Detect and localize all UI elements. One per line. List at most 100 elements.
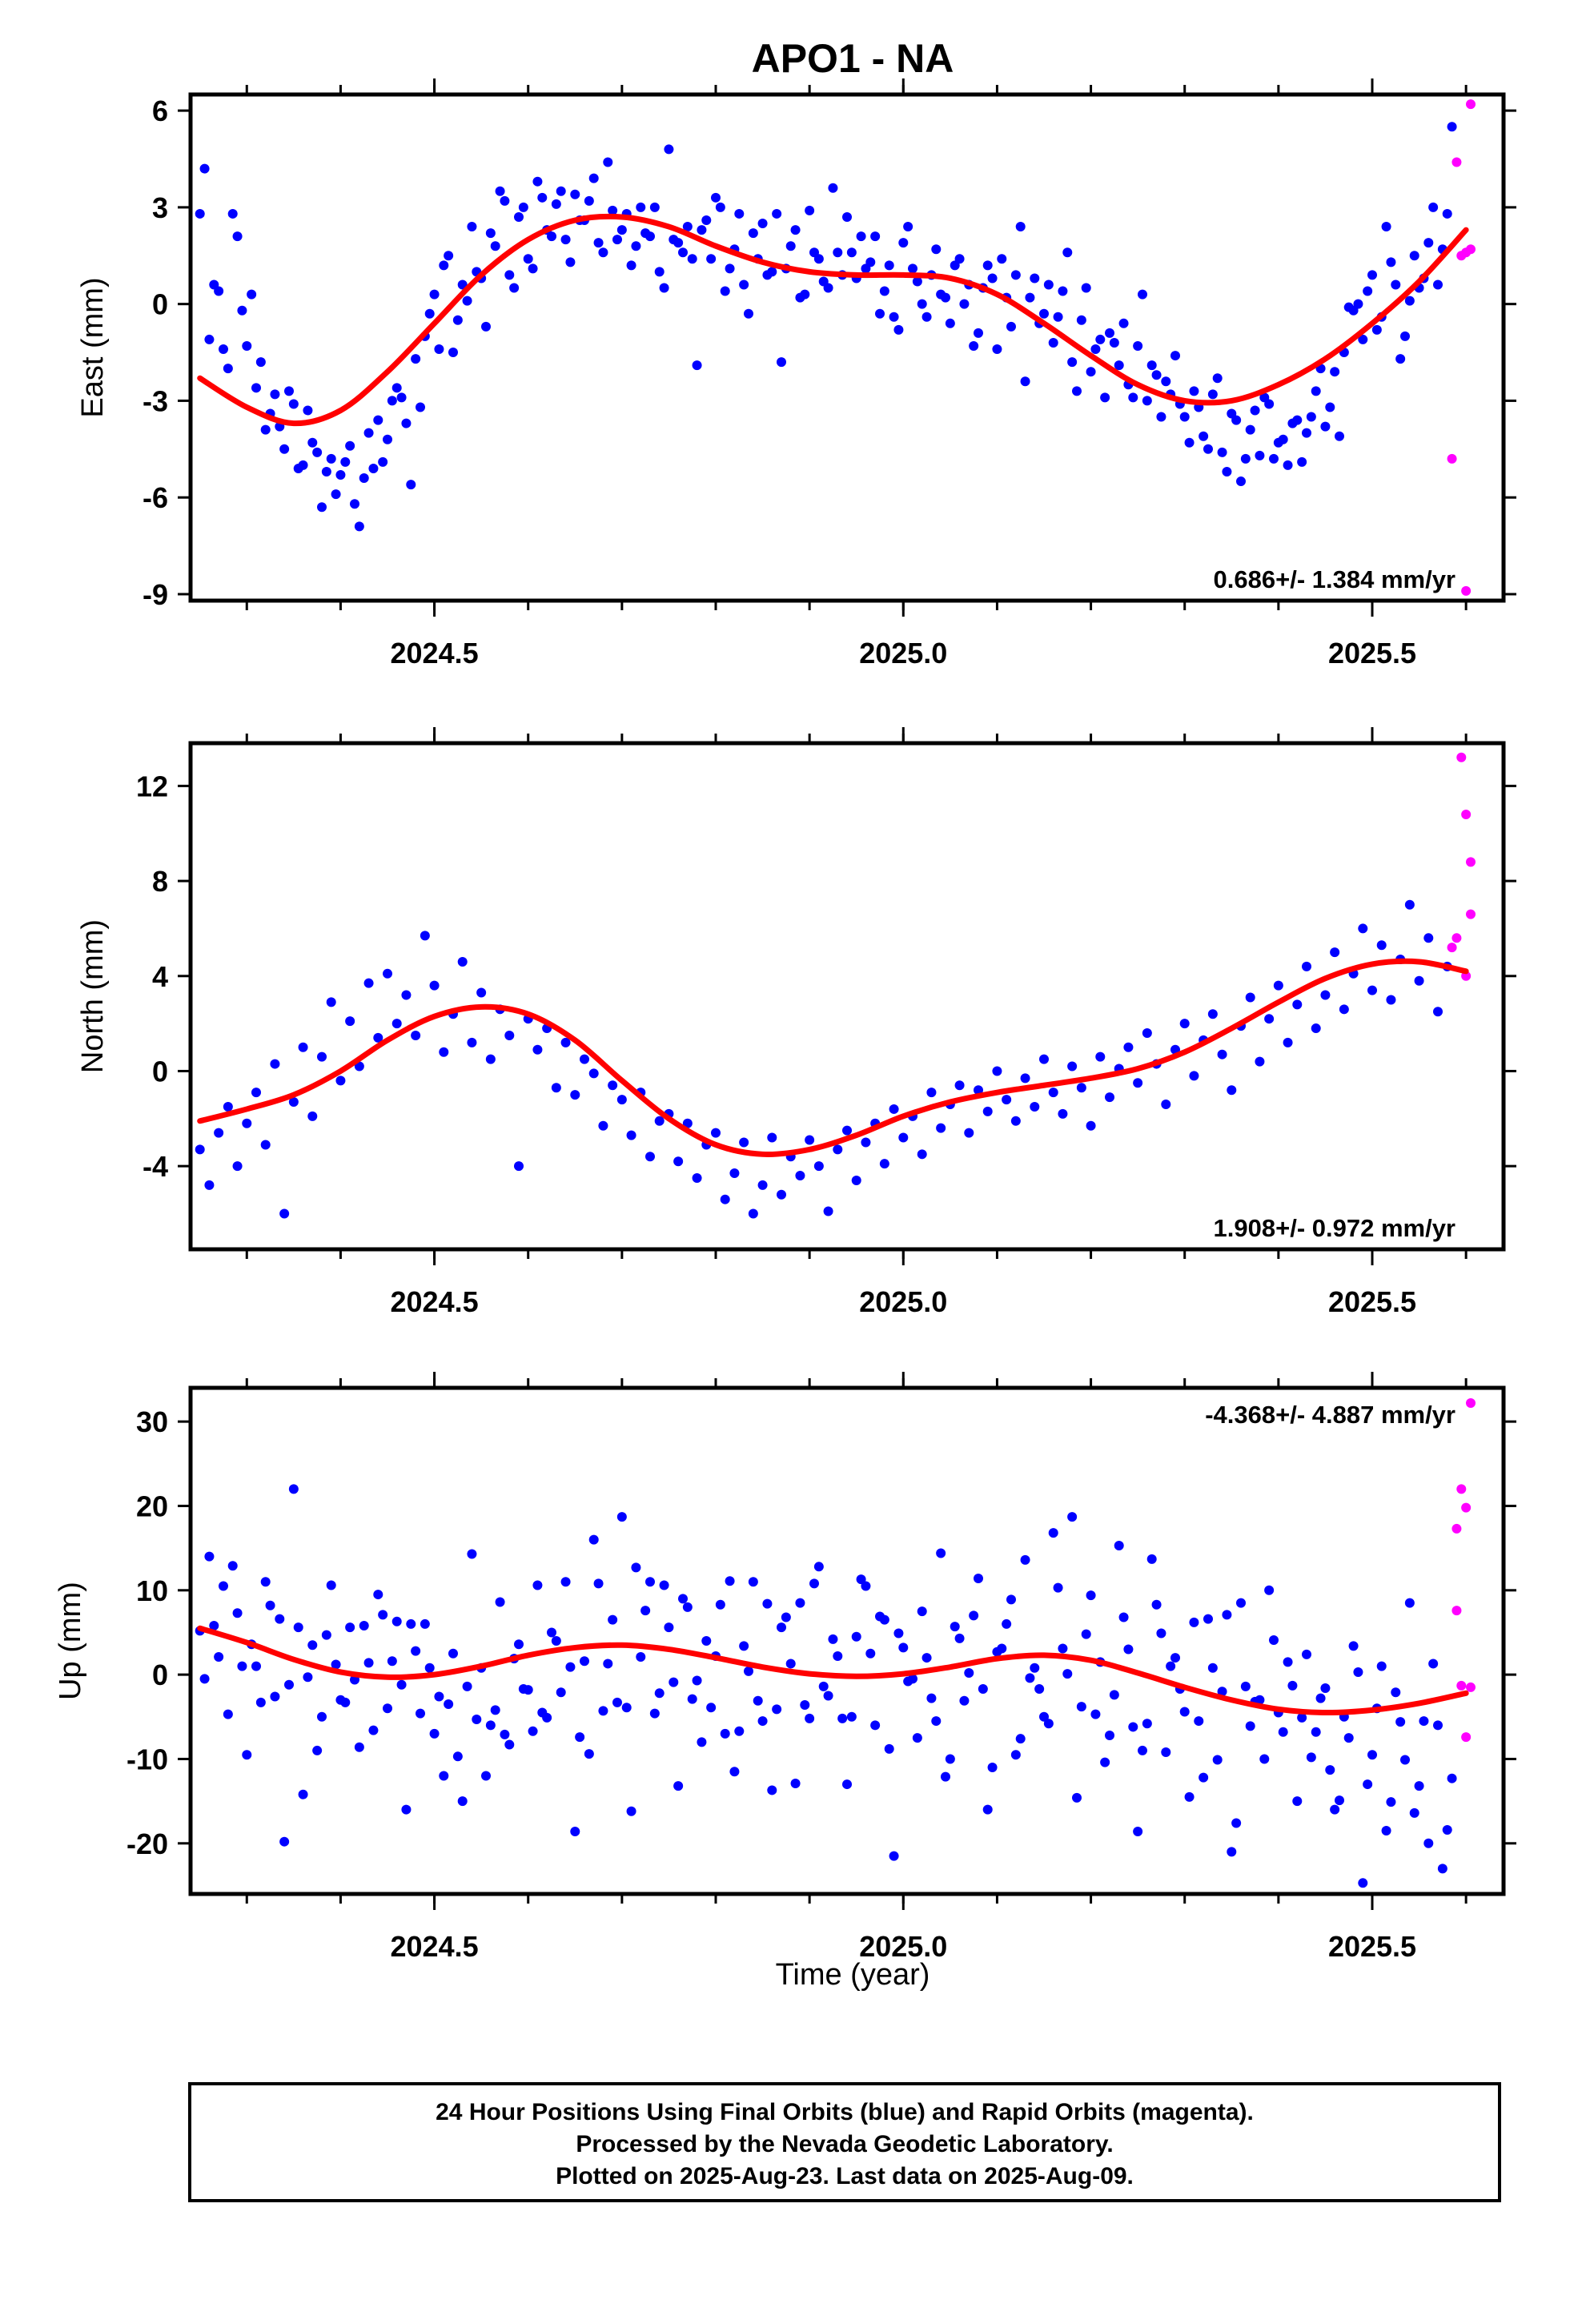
final-orbit-point — [514, 1639, 524, 1650]
final-orbit-point — [326, 997, 336, 1007]
final-orbit-point — [532, 1580, 543, 1590]
final-orbit-point — [528, 263, 538, 274]
final-orbit-point — [1086, 1590, 1096, 1601]
x-tick-label: 2024.5 — [391, 637, 479, 669]
final-orbit-point — [335, 470, 346, 480]
final-orbit-point — [485, 1720, 496, 1731]
final-orbit-point — [626, 260, 636, 271]
final-orbit-point — [317, 1051, 327, 1062]
final-orbit-point — [861, 1137, 871, 1148]
final-orbit-point — [1030, 1663, 1040, 1673]
final-orbit-point — [1363, 286, 1373, 296]
final-orbit-point — [921, 1653, 932, 1663]
final-orbit-point — [588, 173, 599, 183]
final-orbit-point — [424, 1663, 435, 1673]
final-orbit-point — [1343, 1733, 1354, 1743]
final-orbit-point — [219, 344, 228, 355]
final-orbit-point — [214, 1128, 224, 1138]
final-orbit-point — [462, 1681, 472, 1691]
final-orbit-point — [706, 1703, 717, 1713]
final-orbit-point — [1442, 1824, 1452, 1835]
final-orbit-point — [1325, 402, 1335, 412]
final-orbit-point — [1146, 1554, 1157, 1564]
final-orbit-point — [654, 1116, 665, 1126]
final-orbit-point — [1376, 1661, 1387, 1671]
final-orbit-point — [1039, 308, 1049, 319]
y-tick-label: -20 — [126, 1827, 168, 1860]
final-orbit-point — [1245, 1721, 1255, 1731]
final-orbit-point — [861, 1581, 871, 1591]
final-orbit-point — [1311, 1727, 1321, 1737]
final-orbit-point — [654, 1688, 665, 1699]
final-orbit-point — [898, 1642, 909, 1653]
final-orbit-point — [1166, 1661, 1176, 1671]
final-orbit-point — [1231, 415, 1242, 425]
fit-curve — [197, 958, 1469, 1158]
final-orbit-point — [227, 1561, 238, 1571]
up-panel: 2024.5 2025.0 2025.5 -20 -10 0 10 20 30 Up (mm) -4… — [54, 1372, 1516, 1963]
final-orbit-point — [790, 1779, 801, 1789]
final-orbit-point — [452, 1751, 463, 1762]
final-orbit-point — [813, 254, 824, 264]
final-orbit-point — [598, 247, 608, 258]
final-orbit-point — [1283, 1657, 1293, 1667]
final-orbit-point — [411, 354, 421, 364]
final-orbit-point — [1020, 1554, 1030, 1565]
final-orbit-point — [851, 1631, 861, 1642]
final-orbit-point — [1428, 1659, 1439, 1669]
final-orbit-point — [204, 334, 215, 344]
final-orbit-point — [1236, 1598, 1246, 1608]
final-orbit-point — [1297, 456, 1307, 467]
footer-line: 24 Hour Positions Using Final Orbits (bl… — [436, 2099, 1254, 2125]
final-orbit-point — [1048, 1088, 1058, 1098]
final-orbit-point — [772, 1704, 782, 1715]
final-orbit-point — [659, 1580, 669, 1590]
final-orbit-point — [1367, 1750, 1377, 1760]
final-orbit-point — [514, 1161, 524, 1172]
final-orbit-point — [1030, 1101, 1040, 1112]
final-orbit-point — [1330, 367, 1340, 377]
final-orbit-point — [1015, 1734, 1026, 1744]
final-orbit-point — [744, 1666, 753, 1676]
final-orbit-point — [974, 328, 983, 338]
y-tick-label: -9 — [143, 578, 168, 611]
final-orbit-point — [1058, 286, 1068, 296]
final-orbit-point — [401, 1804, 412, 1815]
final-orbit-point — [917, 1606, 927, 1617]
final-orbit-point — [303, 405, 313, 416]
final-orbit-point — [312, 447, 323, 457]
final-orbit-point — [439, 1771, 449, 1781]
final-orbit-point — [678, 247, 688, 258]
final-orbit-point — [1358, 334, 1368, 344]
final-orbit-point — [781, 1612, 791, 1622]
final-orbit-point — [1086, 1120, 1096, 1131]
final-orbit-point — [1391, 1687, 1401, 1698]
final-orbit-point — [260, 424, 271, 435]
final-orbit-point — [411, 1030, 421, 1040]
final-orbit-point — [270, 1691, 280, 1702]
final-orbit-point — [748, 1577, 758, 1587]
final-orbit-point — [1020, 1073, 1030, 1084]
final-orbit-point — [664, 1622, 674, 1633]
final-orbit-point — [1400, 331, 1410, 341]
final-orbit-point — [420, 1618, 430, 1629]
final-orbit-point — [518, 202, 528, 212]
final-orbit-point — [331, 489, 341, 500]
y-tick-label: 4 — [152, 960, 168, 993]
final-orbit-point — [1240, 453, 1251, 464]
final-orbit-point — [387, 1656, 397, 1667]
final-orbit-point — [1133, 340, 1143, 351]
final-orbit-point — [636, 1652, 646, 1663]
x-tick-label: 2025.0 — [859, 1930, 947, 1963]
final-orbit-point — [270, 1059, 280, 1069]
final-orbit-point — [1423, 238, 1434, 248]
final-orbit-point — [255, 357, 266, 368]
final-orbit-point — [884, 260, 894, 271]
plot-frame — [188, 1385, 1506, 1896]
final-orbit-point — [1414, 1781, 1424, 1791]
final-orbit-point — [265, 1600, 275, 1610]
rate-label: -4.368+/- 4.887 mm/yr — [1205, 1401, 1456, 1429]
final-orbit-point — [682, 1118, 693, 1128]
final-orbit-point — [800, 1700, 810, 1711]
final-orbit-point — [725, 263, 735, 274]
